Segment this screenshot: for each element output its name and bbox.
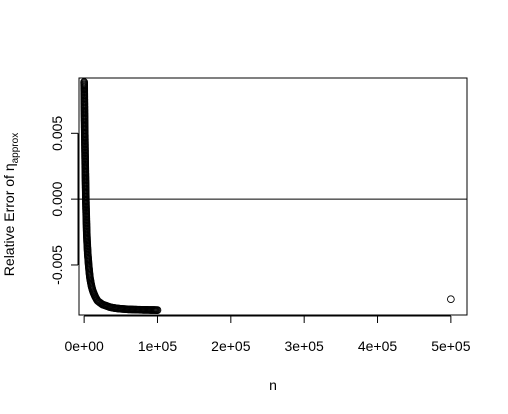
x-tick-label: 0e+00 — [64, 338, 104, 354]
outlier-point — [447, 295, 455, 304]
y-axis: -0.005 0.000 0.005 — [49, 116, 79, 285]
data-point — [153, 306, 162, 314]
x-axis: 0e+00 1e+05 2e+05 3e+05 4e+05 5e+05 — [64, 315, 471, 354]
x-tick-label: 3e+05 — [285, 338, 325, 354]
x-tick-label: 5e+05 — [431, 338, 471, 354]
y-axis-title-subscript: approx — [10, 133, 21, 164]
x-tick-label: 2e+05 — [211, 338, 251, 354]
x-axis-title: n — [269, 377, 277, 393]
x-tick-label: 1e+05 — [138, 338, 178, 354]
y-axis-title-main: Relative Error of η — [1, 163, 17, 276]
y-tick-label: -0.005 — [49, 245, 65, 285]
y-tick-label: 0.005 — [49, 116, 65, 151]
plot-frame — [78, 77, 468, 316]
x-tick-label: 4e+05 — [358, 338, 398, 354]
y-tick-label: 0.000 — [49, 181, 65, 216]
data-points — [80, 78, 455, 314]
y-axis-title: Relative Error of ηapprox — [1, 133, 21, 276]
